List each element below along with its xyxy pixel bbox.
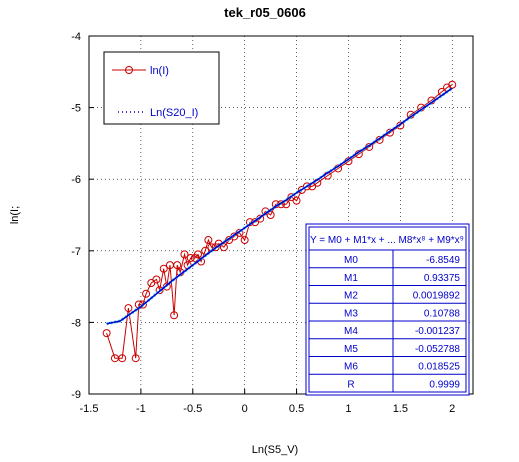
fit-param-name: M5 [344,344,358,355]
fit-param-value: -0.052788 [415,344,460,355]
y-tick-label: -5 [71,103,81,115]
legend-marker-ln-i [125,66,133,74]
data-point [155,286,164,295]
fit-table: Y = M0 + M1*x + ... M8*x⁸ + M9*x⁹ M0 -6.8… [305,223,470,396]
fit-param-value: 0.10788 [424,308,461,319]
x-axis-label: Ln(S5_V) [252,444,298,456]
data-point [131,354,140,363]
fit-param-value: 0.93375 [424,273,461,284]
fit-param-name: M3 [344,308,358,319]
data-point [219,243,228,252]
data-point [118,354,127,363]
data-point [448,80,457,89]
data-point [102,329,111,338]
data-point [235,228,244,237]
data-point [193,250,202,259]
x-tick-label: 2 [449,403,455,415]
x-tick-label: 0.5 [289,403,304,415]
fit-param-value: 0.9999 [429,379,460,390]
data-point [124,304,133,313]
x-tick-label: 1 [345,403,351,415]
x-tick-label: -1.5 [80,403,99,415]
y-tick-label: -4 [71,31,81,43]
y-tick-label: -6 [71,174,81,186]
fit-param-value: -0.001237 [415,326,460,337]
series-ln-s20-i [106,87,454,326]
fit-table-inner [308,226,467,393]
fit-table-header: Y = M0 + M1*x + ... M8*x⁸ + M9*x⁹ [310,235,464,246]
x-tick-label: 1.5 [393,403,408,415]
data-point [292,196,301,205]
data-point [159,264,168,273]
fit-table-rows: M0 -6.8549 M1 0.93375 M2 0.0019892 M3 0.10788 M4… [309,249,466,392]
fit-param-value: 0.018525 [418,362,460,373]
legend-label-ln-s20-i: Ln(S20_I) [150,107,198,119]
plot-frame [88,35,474,395]
fit-param-name: M0 [344,255,358,266]
series-ln-s20-i-line [106,87,453,325]
fit-param-name: M1 [344,273,358,284]
y-tick-label: -7 [71,246,81,258]
fit-param-name: M4 [344,326,358,337]
data-point [204,236,213,245]
legend-label-ln-i: ln(I) [150,65,169,77]
x-tick-label: -1 [136,403,146,415]
data-point [302,182,311,191]
data-point [138,300,147,309]
fit-param-value: -6.8549 [426,255,460,266]
fit-param-name: M2 [344,291,358,302]
data-point [142,289,151,298]
data-point [152,275,161,284]
y-tick-label: -9 [71,389,81,401]
data-point [240,236,249,245]
legend-box [103,51,220,125]
data-point [180,250,189,259]
data-point [375,135,384,144]
fit-param-name: R [347,379,354,390]
x-tick-label: -0.5 [183,403,202,415]
x-tick-label: 0 [242,403,248,415]
y-tick-label: -8 [71,317,81,329]
data-point [173,261,182,270]
data-point [186,253,195,262]
chart-title: tek_r05_0606 [224,5,306,20]
data-point [170,311,179,320]
legend: ln(I) Ln(S20_I) [103,51,220,125]
fit-table-outer [305,223,470,396]
y-axis-label: ln(I; [9,206,21,224]
fit-param-value: 0.0019892 [413,291,461,302]
fit-param-name: M6 [344,362,358,373]
